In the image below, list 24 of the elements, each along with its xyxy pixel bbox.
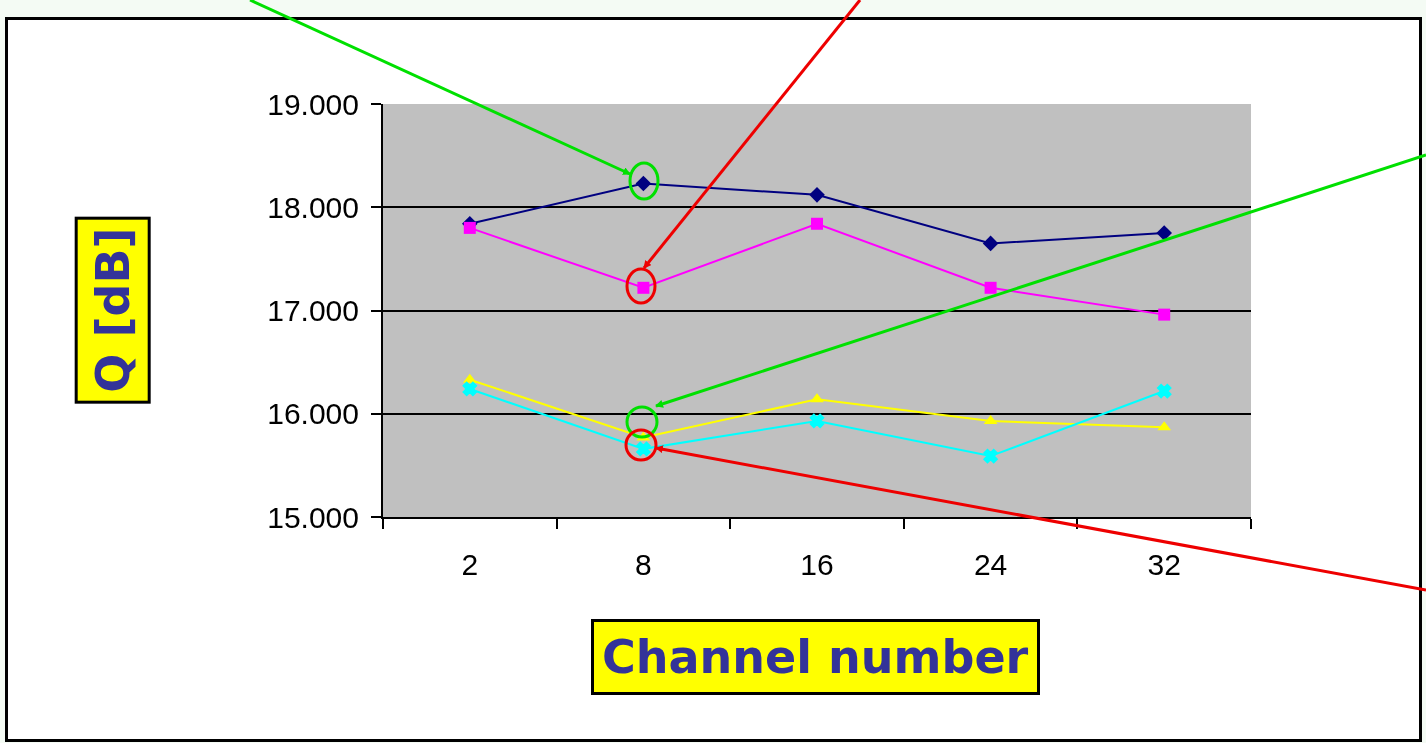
y-tick-label: 15.000: [267, 500, 359, 534]
point: [982, 235, 999, 252]
y-tick-label: 17.000: [267, 294, 359, 327]
x-tick-label: 24: [973, 548, 1008, 581]
point: [1156, 225, 1172, 241]
y-tick-label: 16.000: [267, 397, 359, 431]
point: [462, 381, 478, 397]
y-tick-label: 19.000: [267, 87, 359, 121]
point: [809, 187, 825, 203]
y-axis-title: Q [dB]: [85, 227, 140, 393]
y-tick-label: 18.000: [267, 190, 359, 224]
point: [463, 221, 476, 234]
point: [1156, 383, 1172, 399]
point: [809, 413, 825, 429]
x-tick-label: 8: [635, 548, 652, 581]
x-tick-label: 16: [800, 548, 834, 581]
point: [1158, 308, 1171, 321]
point: [983, 448, 998, 464]
x-axis-title: Channel number: [602, 630, 1029, 684]
point: [984, 281, 997, 294]
point: [811, 217, 823, 230]
x-tick-label: 2: [461, 548, 479, 581]
x-tick-label: 32: [1147, 548, 1181, 581]
point: [810, 393, 824, 403]
